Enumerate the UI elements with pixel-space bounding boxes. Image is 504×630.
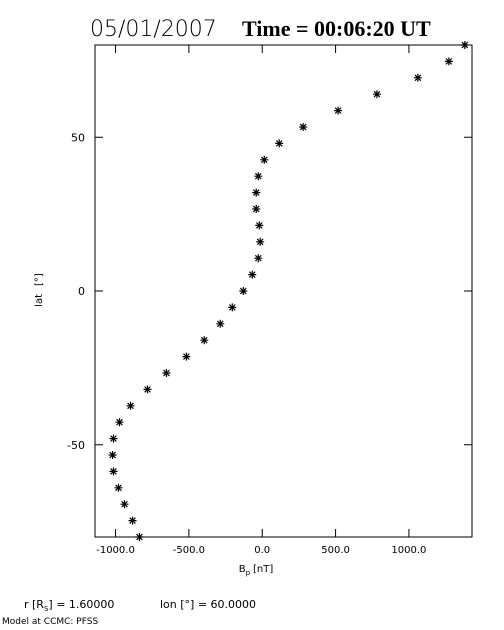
x-tick-label: 0.0 bbox=[254, 545, 270, 556]
data-point bbox=[126, 401, 135, 410]
data-point bbox=[299, 123, 308, 132]
data-point bbox=[334, 106, 343, 115]
data-point bbox=[109, 434, 118, 443]
x-label-subscript: p bbox=[246, 569, 251, 577]
footer-r-value: ] = 1.60000 bbox=[48, 598, 114, 611]
y-axis-label: lat [°] bbox=[34, 273, 45, 307]
data-point bbox=[252, 204, 261, 213]
y-tick-label: 0 bbox=[78, 285, 85, 298]
data-point bbox=[120, 500, 129, 509]
data-point bbox=[109, 467, 118, 476]
x-tick-label: 500.0 bbox=[321, 545, 350, 556]
y-label-name: lat bbox=[34, 294, 45, 307]
data-point bbox=[413, 73, 422, 82]
data-point bbox=[143, 385, 152, 394]
x-tick-label: -1000.0 bbox=[96, 545, 135, 556]
data-point bbox=[248, 270, 257, 279]
data-point bbox=[114, 483, 123, 492]
data-point bbox=[275, 139, 284, 148]
data-point bbox=[460, 41, 469, 49]
data-point bbox=[252, 188, 261, 197]
x-label-unit: [nT] bbox=[253, 564, 273, 575]
data-point bbox=[128, 516, 137, 525]
data-point bbox=[256, 237, 265, 246]
title-date: 05/01/2007 bbox=[90, 17, 217, 42]
y-tick-label: 50 bbox=[71, 131, 85, 144]
plot-frame bbox=[94, 44, 473, 538]
y-tick-label: -50 bbox=[67, 439, 85, 452]
data-point bbox=[115, 418, 124, 427]
data-point bbox=[255, 221, 264, 230]
data-point bbox=[228, 303, 237, 312]
data-point bbox=[182, 352, 191, 361]
footer-r-label: r [R bbox=[24, 598, 44, 611]
x-tick-label: -500.0 bbox=[173, 545, 205, 556]
data-point bbox=[372, 90, 381, 99]
data-point bbox=[162, 369, 171, 378]
data-point bbox=[444, 57, 453, 66]
footer-r: r [RS] = 1.60000 bbox=[24, 598, 114, 613]
y-label-unit: [°] bbox=[34, 273, 45, 286]
data-point bbox=[239, 287, 248, 295]
data-point bbox=[200, 336, 209, 345]
data-point bbox=[135, 533, 144, 541]
x-label-symbol: B bbox=[239, 564, 246, 575]
data-point bbox=[108, 450, 117, 459]
footer-lon: lon [°] = 60.0000 bbox=[160, 598, 256, 611]
footer-model: Model at CCMC: PFSS bbox=[2, 617, 98, 627]
data-point bbox=[254, 254, 263, 263]
x-axis-label: Bp [nT] bbox=[239, 564, 274, 577]
data-point bbox=[254, 172, 263, 181]
x-tick-label: 1000.0 bbox=[391, 545, 426, 556]
data-point bbox=[260, 155, 269, 164]
data-point bbox=[216, 319, 225, 328]
footer-r-sub: S bbox=[44, 605, 49, 613]
title-time: Time = 00:06:20 UT bbox=[242, 16, 431, 41]
